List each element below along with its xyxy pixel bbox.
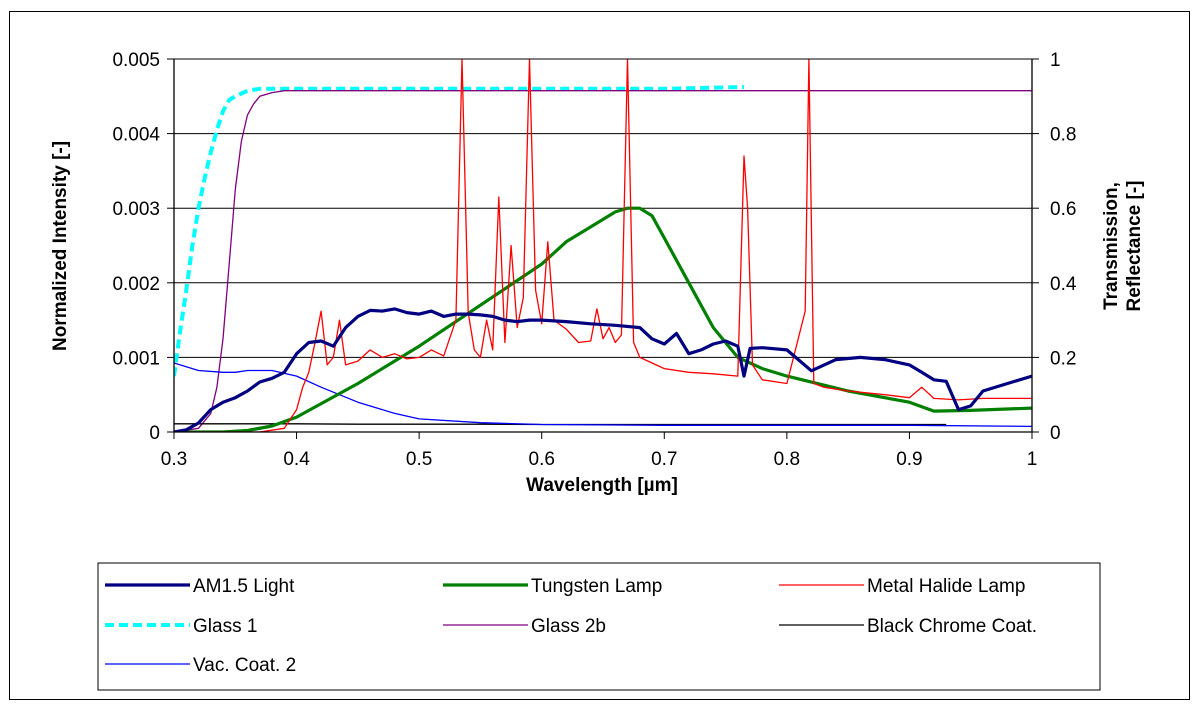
series-line-glass-1 — [174, 85, 745, 377]
series-line-tungsten-lamp — [174, 206, 1032, 432]
series-line-metal-halide-lamp — [174, 59, 1032, 432]
x-tick-label: 0.3 — [161, 449, 187, 470]
x-tick-label: 1 — [1027, 449, 1038, 470]
legend-label: Metal Halide Lamp — [867, 576, 1025, 597]
x-tick-label: 0.5 — [406, 449, 432, 470]
legend-label: AM1.5 Light — [193, 576, 295, 597]
y-tick-label: 0.001 — [112, 348, 160, 369]
y-tick-label: 0.005 — [112, 50, 160, 71]
y-tick-label: 0.004 — [112, 125, 160, 146]
y2-tick-label: 1 — [1050, 50, 1061, 71]
axes — [173, 58, 1033, 433]
y2-tick-label: 0.2 — [1050, 348, 1076, 369]
gridlines — [174, 58, 1032, 433]
series-line-glass-2b — [174, 90, 1032, 432]
x-tick-label: 0.9 — [896, 449, 922, 470]
series-line-am1-5-light — [174, 307, 1032, 432]
y-tick-label: 0.002 — [112, 274, 160, 295]
legend-label: Tungsten Lamp — [531, 576, 662, 597]
legend-label: Black Chrome Coat. — [867, 616, 1037, 637]
y2-axis-label-line1: Transmission, — [1101, 182, 1122, 310]
y-axis-label: Normalized Intensity [-] — [50, 141, 71, 351]
x-tick-label: 0.8 — [774, 449, 800, 470]
legend: AM1.5 Light Tungsten Lamp Metal Halide Lam… — [97, 562, 1101, 691]
legend-box — [97, 562, 1101, 691]
legend-label: Vac. Coat. 2 — [193, 655, 296, 676]
x-tick-label: 0.4 — [283, 449, 310, 470]
x-tick-label: 0.7 — [651, 449, 677, 470]
legend-label: Glass 2b — [531, 616, 606, 637]
y2-axis-label-line2: Reflectance [-] — [1124, 181, 1145, 312]
y-tick-label: 0.003 — [112, 199, 160, 220]
x-axis-label: Wavelength [µm] — [526, 475, 678, 496]
legend-label: Glass 1 — [193, 616, 257, 637]
x-tick-labels: 0.3 0.4 0.5 0.6 0.7 0.8 0.9 1 — [161, 432, 1038, 470]
series-layer — [174, 59, 1032, 432]
x-tick-label: 0.6 — [529, 449, 555, 470]
y2-tick-label: 0.6 — [1050, 199, 1076, 220]
y2-tick-label: 0.8 — [1050, 125, 1076, 146]
series-line-vac-coat-2 — [174, 362, 1032, 428]
y-tick-labels: 0 0.001 0.002 0.003 0.004 0.005 — [112, 50, 174, 444]
plot-area — [173, 58, 1033, 433]
y2-tick-label: 0 — [1050, 423, 1061, 444]
y2-tick-labels: 0 0.2 0.4 0.6 0.8 1 — [1032, 50, 1077, 444]
y2-tick-label: 0.4 — [1050, 274, 1077, 295]
y-tick-label: 0 — [149, 423, 160, 444]
